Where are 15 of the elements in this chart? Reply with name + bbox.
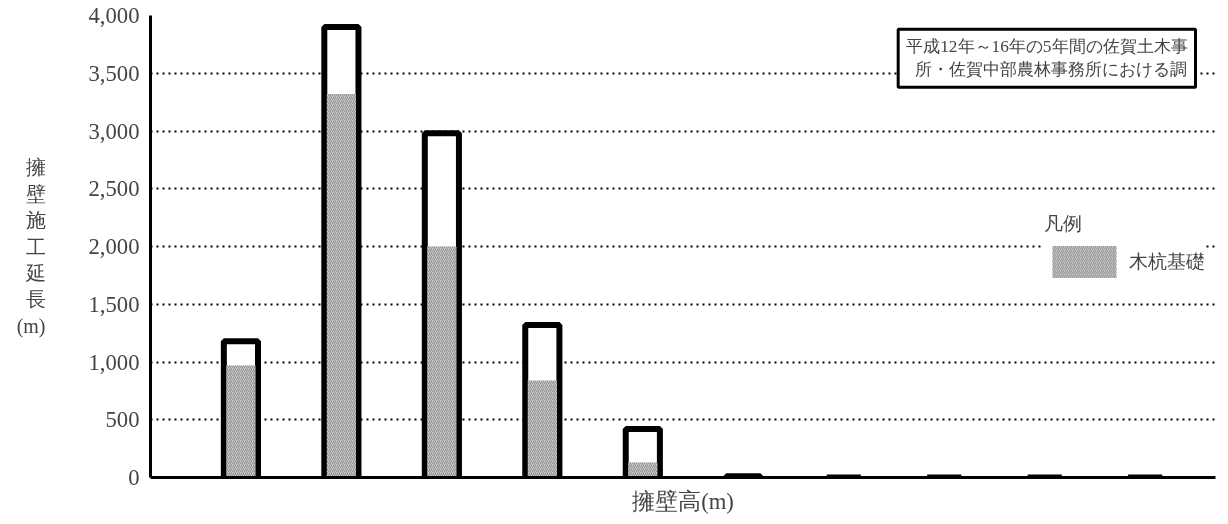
y-tick-label: 1,000: [88, 349, 140, 375]
legend-title: 凡例: [1044, 211, 1083, 236]
annotation: 平成12年～16年の5年間の佐賀土木事: [906, 37, 1188, 57]
y-tick-label: 3,000: [88, 118, 140, 144]
y-axis-title: 擁壁施工延長(m): [16, 156, 46, 338]
y-tick-label: 500: [105, 407, 140, 433]
y-tick-label: 4,000: [88, 3, 140, 28]
legend-label: 木杭基礎: [1129, 249, 1205, 274]
y-tick-label: 2,000: [88, 234, 140, 259]
annotation: 所・佐賀中部農林事務所における調: [915, 60, 1188, 80]
y-tick-label: 1,500: [88, 291, 140, 317]
y-tick-label: 2,500: [88, 176, 140, 202]
y-tick-label: 3,500: [88, 60, 140, 86]
y-tick-label: 0: [128, 465, 140, 490]
x-axis-title: 擁壁高(m): [632, 488, 734, 514]
